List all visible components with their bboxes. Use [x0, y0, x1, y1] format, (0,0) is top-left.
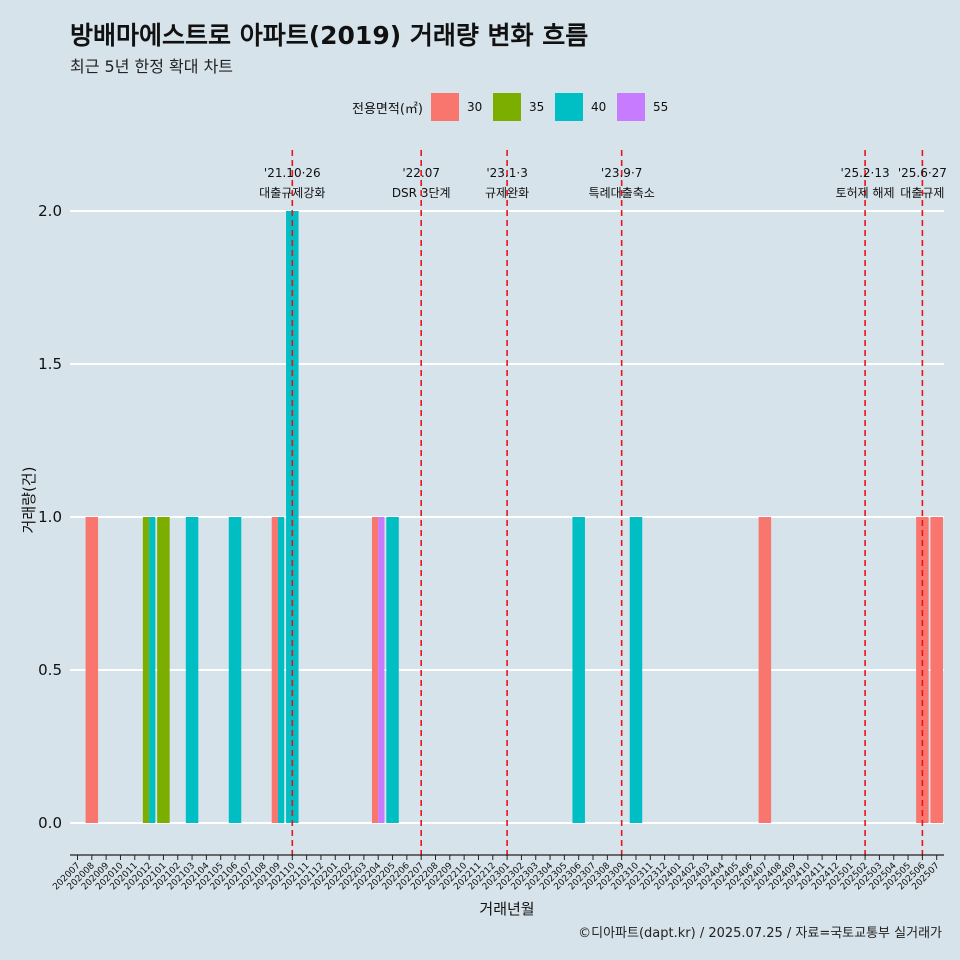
y-tick-label: 0.0 — [38, 814, 62, 832]
legend-label-30: 30 — [466, 100, 483, 114]
bar-202407-30 — [758, 517, 772, 823]
bar-202204-55 — [378, 517, 385, 823]
event-label-202309: 특례대출축소 — [589, 186, 655, 200]
event-date-202309: '23.9·7 — [601, 166, 642, 180]
event-date-202110: '21.10·26 — [264, 166, 321, 180]
event-label-202301: 규제완화 — [485, 186, 529, 200]
legend-label-40: 40 — [590, 100, 607, 114]
bar-202012-35 — [142, 517, 150, 823]
bar-202507-30 — [930, 517, 943, 823]
legend-title: 전용면적(㎡) — [352, 101, 423, 117]
legend-item-35: 35 — [492, 93, 551, 121]
legend-swatch-30 — [430, 93, 459, 121]
event-date-202207: '22.07 — [402, 166, 440, 180]
legend-item-30: 30 — [430, 93, 489, 121]
bar-202109-30 — [271, 517, 278, 823]
y-axis-title: 거래량(건) — [20, 467, 38, 534]
y-tick-label: 0.5 — [38, 661, 62, 679]
chart-subtitle: 최근 5년 한정 확대 차트 — [70, 57, 234, 76]
event-label-202506: 대출규제 — [900, 186, 944, 200]
legend-item-55: 55 — [616, 93, 675, 121]
bar-202110-40 — [286, 211, 299, 823]
legend: 전용면적(㎡) 30 35 40 55 — [352, 92, 679, 122]
y-tick-label: 1.0 — [38, 508, 62, 526]
bar-202204-30 — [371, 517, 379, 823]
legend-swatch-35 — [492, 93, 521, 121]
event-label-202502: 토허제 해제 — [836, 186, 895, 200]
event-date-202502: '25.2·13 — [841, 166, 890, 180]
bar-202008-30 — [85, 517, 99, 823]
legend-label-35: 35 — [528, 100, 545, 114]
y-tick-label: 1.5 — [38, 355, 62, 373]
x-axis-title: 거래년월 — [479, 900, 534, 918]
event-date-202506: '25.6·27 — [898, 166, 947, 180]
source-caption: ©디아파트(dapt.kr) / 2025.07.25 / 자료=국토교통부 실… — [578, 926, 942, 941]
legend-item-40: 40 — [554, 93, 613, 121]
bar-202012-40 — [149, 517, 156, 823]
bar-202310-40 — [629, 517, 643, 823]
bar-202205-40 — [386, 517, 399, 823]
bar-202106-40 — [228, 517, 242, 823]
bar-202103-40 — [185, 517, 199, 823]
legend-label-55: 55 — [652, 100, 669, 114]
event-label-202110: 대출규제강화 — [259, 186, 325, 200]
legend-swatch-55 — [616, 93, 645, 121]
legend-swatch-40 — [554, 93, 583, 121]
bar-202306-40 — [572, 517, 585, 823]
bar-202109-40 — [277, 517, 285, 823]
event-date-202301: '23.1·3 — [486, 166, 527, 180]
y-tick-label: 2.0 — [38, 202, 62, 220]
chart-title: 방배마에스트로 아파트(2019) 거래량 변화 흐름 — [70, 21, 589, 50]
bar-202101-35 — [157, 517, 170, 823]
event-label-202207: DSR 3단계 — [392, 186, 451, 200]
